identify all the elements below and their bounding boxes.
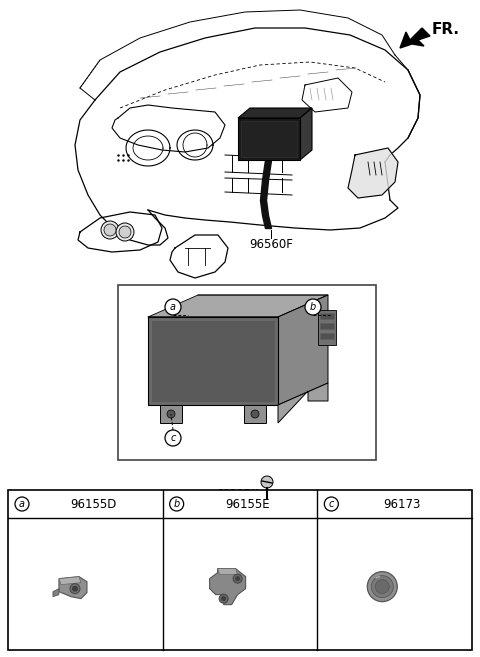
Polygon shape bbox=[210, 569, 246, 604]
Polygon shape bbox=[238, 108, 312, 118]
Polygon shape bbox=[53, 589, 59, 597]
Bar bbox=[320, 323, 334, 329]
Text: c: c bbox=[329, 499, 334, 509]
Polygon shape bbox=[59, 577, 87, 599]
Circle shape bbox=[372, 576, 393, 598]
Polygon shape bbox=[217, 569, 238, 575]
Circle shape bbox=[165, 430, 181, 446]
Circle shape bbox=[116, 223, 134, 241]
Text: FR.: FR. bbox=[432, 22, 460, 37]
Bar bbox=[241, 121, 297, 157]
Polygon shape bbox=[148, 295, 328, 317]
Text: b: b bbox=[310, 302, 316, 312]
Text: 96155D: 96155D bbox=[70, 497, 116, 510]
Circle shape bbox=[15, 497, 29, 511]
Polygon shape bbox=[300, 108, 312, 160]
Polygon shape bbox=[59, 577, 81, 585]
Bar bbox=[8, 490, 472, 650]
Circle shape bbox=[261, 476, 273, 488]
Circle shape bbox=[375, 579, 389, 594]
Text: a: a bbox=[19, 499, 25, 509]
Polygon shape bbox=[348, 148, 398, 198]
Text: c: c bbox=[170, 433, 176, 443]
Circle shape bbox=[236, 577, 240, 581]
Circle shape bbox=[72, 586, 77, 591]
Bar bbox=[320, 333, 334, 339]
Text: b: b bbox=[174, 499, 180, 509]
Bar bbox=[320, 313, 334, 319]
Bar bbox=[318, 310, 336, 345]
Bar bbox=[152, 321, 274, 401]
Text: 96560F: 96560F bbox=[249, 238, 293, 252]
Circle shape bbox=[70, 583, 80, 594]
Polygon shape bbox=[400, 28, 430, 48]
Text: 96155E: 96155E bbox=[225, 497, 270, 510]
Circle shape bbox=[104, 224, 116, 236]
Circle shape bbox=[169, 497, 184, 511]
Circle shape bbox=[165, 299, 181, 315]
Polygon shape bbox=[278, 295, 328, 405]
Circle shape bbox=[101, 221, 119, 239]
Bar bbox=[118, 285, 376, 460]
Circle shape bbox=[305, 299, 321, 315]
Bar bbox=[238, 118, 300, 160]
Circle shape bbox=[367, 572, 397, 602]
Bar bbox=[148, 317, 278, 405]
Circle shape bbox=[324, 497, 338, 511]
Polygon shape bbox=[278, 383, 328, 423]
Circle shape bbox=[251, 410, 259, 418]
Circle shape bbox=[233, 574, 242, 583]
Circle shape bbox=[222, 597, 226, 600]
Polygon shape bbox=[244, 405, 266, 423]
Circle shape bbox=[167, 410, 175, 418]
Polygon shape bbox=[160, 405, 182, 423]
Circle shape bbox=[219, 594, 228, 603]
Text: 1229DK: 1229DK bbox=[218, 489, 259, 499]
Text: a: a bbox=[170, 302, 176, 312]
Text: 96173: 96173 bbox=[384, 497, 421, 510]
Circle shape bbox=[119, 226, 131, 238]
